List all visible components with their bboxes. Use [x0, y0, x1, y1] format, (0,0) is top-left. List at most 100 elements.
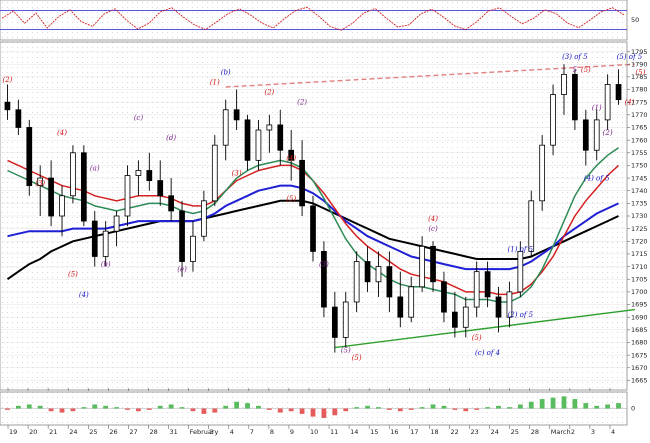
oscillator-bottom-bar [550, 397, 556, 409]
wave-labels: (2)(3)(4)(5)(a)(b)(4)(c)(d)(e)(b)(1)(2)(… [2, 53, 645, 362]
x-axis-tick-label: 19 [9, 428, 17, 436]
oscillator-bottom-bar [136, 408, 141, 412]
wave-label: (4) [79, 291, 89, 299]
price-bar-body [80, 152, 87, 222]
price-bar-body [299, 159, 305, 207]
wave-label: (b) [221, 68, 231, 76]
oscillator-bottom-bar [561, 396, 567, 409]
price-y-tick-label: 1670 [631, 364, 648, 372]
wave-label: (4) [428, 215, 438, 223]
wave-label: (3) [232, 170, 242, 178]
price-y-tick-label: 1775 [631, 98, 648, 106]
x-axis-tick-label: 21 [49, 428, 57, 436]
wave-label: (5) [472, 334, 482, 342]
price-y-tick-label: 1685 [631, 326, 648, 334]
oscillator-bottom-bar [125, 408, 130, 410]
wave-label: (3) [319, 261, 329, 269]
price-bar-body [233, 109, 240, 121]
wave-label: (1) [210, 78, 220, 86]
oscillator-bottom-bar [397, 408, 403, 412]
oscillator-bottom-bar [5, 408, 10, 410]
price-y-tick-label: 1740 [631, 187, 648, 195]
price-y-tick-label: 1680 [631, 339, 648, 347]
oscillator-bottom-bar [463, 408, 469, 412]
moving-average-line [7, 184, 619, 271]
price-y-tick-label: 1745 [631, 174, 648, 182]
trendlines [225, 63, 636, 349]
price-bar-body [37, 177, 44, 187]
oscillator-bottom-bar [354, 407, 360, 409]
x-axis-tick-label: 2 [571, 428, 575, 436]
oscillator-top-axis: 50 [631, 16, 639, 24]
price-y-tick-label: 1730 [631, 212, 648, 220]
oscillator-bottom-bar [594, 405, 600, 409]
price-bar-body [201, 200, 207, 237]
oscillator-bottom-bar [256, 405, 261, 409]
price-bar-body [506, 291, 513, 318]
price-bar-body [572, 73, 578, 121]
oscillator-bottom-bars [0, 396, 627, 418]
oscillator-bottom-bar [474, 408, 480, 410]
oscillator-bottom-bar [507, 407, 512, 409]
oscillator-bottom-bar [179, 407, 185, 409]
price-bar-body [211, 144, 218, 202]
price-panel: (2)(3)(4)(5)(a)(b)(4)(c)(d)(e)(b)(1)(2)(… [0, 41, 648, 391]
x-axis-tick-label: 25 [89, 428, 97, 436]
oscillator-bottom-bar [376, 407, 381, 409]
price-bar-body [190, 235, 196, 262]
price-y-tick-label: 1780 [631, 86, 648, 94]
wave-label: (4) [624, 99, 634, 107]
price-bar-body [353, 261, 360, 303]
price-bar-body [615, 84, 622, 101]
wave-label: (3) [35, 180, 45, 188]
oscillator-bottom-bar [103, 405, 109, 409]
x-axis-tick-label: 24 [491, 428, 499, 436]
price-bar-body [452, 311, 458, 328]
x-axis-tick-label: 11 [330, 428, 338, 436]
oscillator-bottom-bar [59, 408, 65, 413]
wave-label: (4) of 5 [584, 175, 610, 183]
oscillator-bottom-bar [496, 405, 501, 409]
price-bar-body [168, 195, 174, 212]
x-axis-tick-label: 22 [450, 428, 458, 436]
price-bar-body [342, 301, 349, 338]
price-bar-body [255, 129, 262, 161]
oscillator-bottom-bar [212, 408, 218, 413]
x-axis-tick-label: 16 [390, 428, 398, 436]
oscillator-bottom-bar [70, 408, 76, 412]
oscillator-bottom-bar [15, 405, 21, 409]
price-y-tick-label: 1705 [631, 275, 648, 283]
price-bar-body [48, 177, 54, 217]
price-bar-body [473, 271, 480, 308]
wave-label: (2) of 5 [508, 311, 534, 319]
oscillator-bottom-bar [605, 404, 611, 409]
price-bar-body [528, 200, 535, 252]
wave-label: (4) [57, 129, 67, 137]
price-bar-body [484, 271, 491, 298]
oscillator-bottom-bar [343, 408, 349, 412]
oscillator-top-background [0, 0, 628, 41]
price-y-tick-label: 1785 [631, 73, 648, 81]
wave-label: (e) [177, 266, 187, 274]
x-axis-tick-label: 25 [511, 428, 519, 436]
price-bar-body [146, 170, 153, 181]
price-bar-body [331, 306, 338, 338]
wave-label: (2) [264, 89, 274, 97]
wave-label: (5) of 5 [617, 53, 643, 61]
price-bar-body [222, 109, 229, 146]
x-axis-tick-label: 3 [591, 428, 595, 436]
oscillator-top-series [1, 6, 625, 31]
wave-label: (2) [603, 129, 613, 137]
price-bar-body [277, 124, 284, 151]
oscillator-bottom-bar [245, 403, 250, 409]
oscillator-bottom-bar [386, 408, 392, 410]
x-axis-tick-label: 10 [310, 428, 318, 436]
oscillator-bottom-bar [168, 404, 174, 409]
price-y-tick-label: 1795 [631, 48, 648, 56]
price-bar-body [593, 119, 600, 151]
price-bar-body [59, 195, 65, 217]
oscillator-bottom-bar [310, 408, 316, 417]
x-axis-tick-label: 7 [250, 428, 254, 436]
price-bar-body [288, 149, 295, 161]
